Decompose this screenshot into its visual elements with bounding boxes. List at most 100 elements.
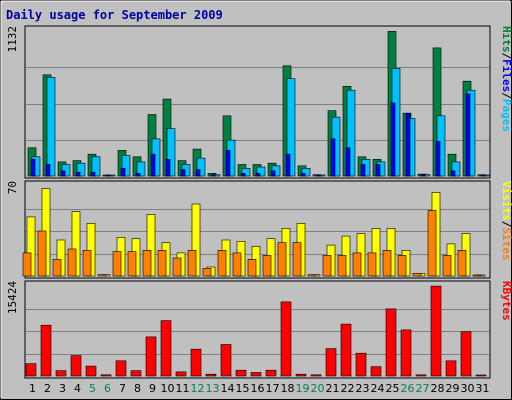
bar-sites-day-29 <box>442 255 452 277</box>
bar-sites-day-7 <box>112 251 122 277</box>
x-tick-label: 6 <box>104 382 111 395</box>
bar-pages-day-31 <box>480 174 486 177</box>
bar-kbytes-day-24 <box>370 366 382 377</box>
bar-kbytes-day-23 <box>355 352 367 377</box>
chart-title: Daily usage for September 2009 <box>6 8 223 22</box>
bar-pages-day-6 <box>105 174 111 177</box>
x-tick-label: 13 <box>206 382 220 395</box>
bar-sites-day-20 <box>307 274 317 277</box>
bar-files-day-12 <box>196 157 206 177</box>
x-tick-label: 4 <box>74 382 81 395</box>
bar-pages-day-28 <box>435 141 441 177</box>
bar-kbytes-day-20 <box>310 374 322 377</box>
bar-kbytes-day-6 <box>100 374 112 377</box>
bar-kbytes-day-27 <box>415 374 427 377</box>
bar-pages-day-9 <box>150 153 156 177</box>
x-tick-label: 2 <box>44 382 51 395</box>
bar-pages-day-23 <box>360 164 366 177</box>
x-tick-label: 25 <box>386 382 400 395</box>
bar-sites-day-4 <box>67 248 77 277</box>
x-tick-label: 12 <box>191 382 205 395</box>
bar-kbytes-day-9 <box>145 336 157 377</box>
x-tick-label: 24 <box>371 382 385 395</box>
x-tick-label: 27 <box>416 382 430 395</box>
bar-sites-day-27 <box>412 273 422 277</box>
x-tick-label: 20 <box>311 382 325 395</box>
bar-files-day-22 <box>346 89 356 177</box>
y-max-label-visits: 70 <box>6 181 19 194</box>
bar-sites-day-2 <box>37 230 47 277</box>
bar-sites-day-17 <box>262 255 272 277</box>
bar-kbytes-day-4 <box>70 355 82 377</box>
bar-pages-day-15 <box>240 173 246 177</box>
bar-pages-day-25 <box>390 102 396 177</box>
bar-kbytes-day-7 <box>115 360 127 377</box>
legend-entry-hits: Hits <box>500 26 512 53</box>
bar-kbytes-day-3 <box>55 370 67 377</box>
bar-files-day-2 <box>46 77 56 177</box>
bar-sites-day-19 <box>292 242 302 277</box>
y-max-label-hits: 1132 <box>6 26 19 53</box>
y-max-label-kbytes: 15424 <box>6 281 19 314</box>
x-tick-label: 31 <box>476 382 490 395</box>
x-tick-label: 7 <box>119 382 126 395</box>
bar-pages-day-29 <box>450 170 456 177</box>
bar-kbytes-day-14 <box>220 344 232 377</box>
bar-pages-day-30 <box>465 93 471 177</box>
bar-pages-day-19 <box>300 173 306 177</box>
legend-kbytes: KBytes <box>500 281 512 321</box>
x-tick-label: 19 <box>296 382 310 395</box>
bar-pages-day-26 <box>405 112 411 177</box>
bar-sites-day-9 <box>142 250 152 277</box>
panel-visits: 70 Visits/Sites <box>6 180 512 279</box>
bar-files-day-10 <box>166 128 176 177</box>
legend-entry-pages: Pages <box>500 99 512 132</box>
bar-pages-day-21 <box>330 138 336 177</box>
bar-sites-day-12 <box>187 250 197 277</box>
x-tick-label: 21 <box>326 382 340 395</box>
x-tick-label: 15 <box>236 382 250 395</box>
bar-kbytes-day-19 <box>295 373 307 377</box>
bar-sites-day-13 <box>202 267 212 277</box>
bar-sites-day-30 <box>457 250 467 277</box>
bar-kbytes-day-13 <box>205 373 217 377</box>
bar-pages-day-16 <box>255 173 261 177</box>
x-tick-label: 16 <box>251 382 265 395</box>
x-tick-label: 18 <box>281 382 295 395</box>
legend-hits: Hits/Files/Pages <box>500 26 512 132</box>
bar-sites-day-10 <box>157 250 167 277</box>
bar-sites-day-31 <box>472 274 482 277</box>
bar-kbytes-day-25 <box>385 308 397 377</box>
bar-pages-day-7 <box>120 168 126 177</box>
bar-pages-day-2 <box>45 164 51 177</box>
bar-pages-day-12 <box>195 169 201 177</box>
bar-pages-day-4 <box>75 171 81 177</box>
bar-kbytes-day-17 <box>265 369 277 377</box>
bar-kbytes-day-10 <box>160 320 172 377</box>
bar-files-day-4 <box>76 162 86 177</box>
bar-pages-day-3 <box>60 170 66 177</box>
legend-visits: Visits/Sites <box>500 181 512 261</box>
bar-sites-day-11 <box>172 257 182 277</box>
bar-pages-day-10 <box>165 159 171 177</box>
x-tick-label: 3 <box>59 382 66 395</box>
bar-pages-day-24 <box>375 164 381 177</box>
bar-pages-day-5 <box>90 171 96 177</box>
bar-files-day-29 <box>451 161 461 177</box>
bar-kbytes-day-22 <box>340 323 352 377</box>
bar-kbytes-day-2 <box>40 324 52 377</box>
legend-entry-files: Files <box>500 59 512 92</box>
bar-kbytes-day-28 <box>430 285 442 377</box>
bar-kbytes-day-31 <box>475 374 487 377</box>
x-axis: 1 2 3 4 5 6 7 8 9 10 11 12 13 14 15 16 17 18 19 20 21 22 23 24 2… <box>29 382 490 395</box>
bar-pages-day-18 <box>285 153 291 177</box>
chart-panels: 1132 Hits/Files/Pages 70 Visits/Sites 15424 K… <box>6 25 512 379</box>
bar-sites-day-1 <box>22 252 32 277</box>
x-tick-label: 5 <box>89 382 96 395</box>
x-tick-label: 30 <box>461 382 475 395</box>
x-tick-label: 1 <box>29 382 36 395</box>
bar-files-day-19 <box>301 168 311 177</box>
bar-kbytes-day-8 <box>130 370 142 377</box>
bar-kbytes-day-5 <box>85 365 97 377</box>
